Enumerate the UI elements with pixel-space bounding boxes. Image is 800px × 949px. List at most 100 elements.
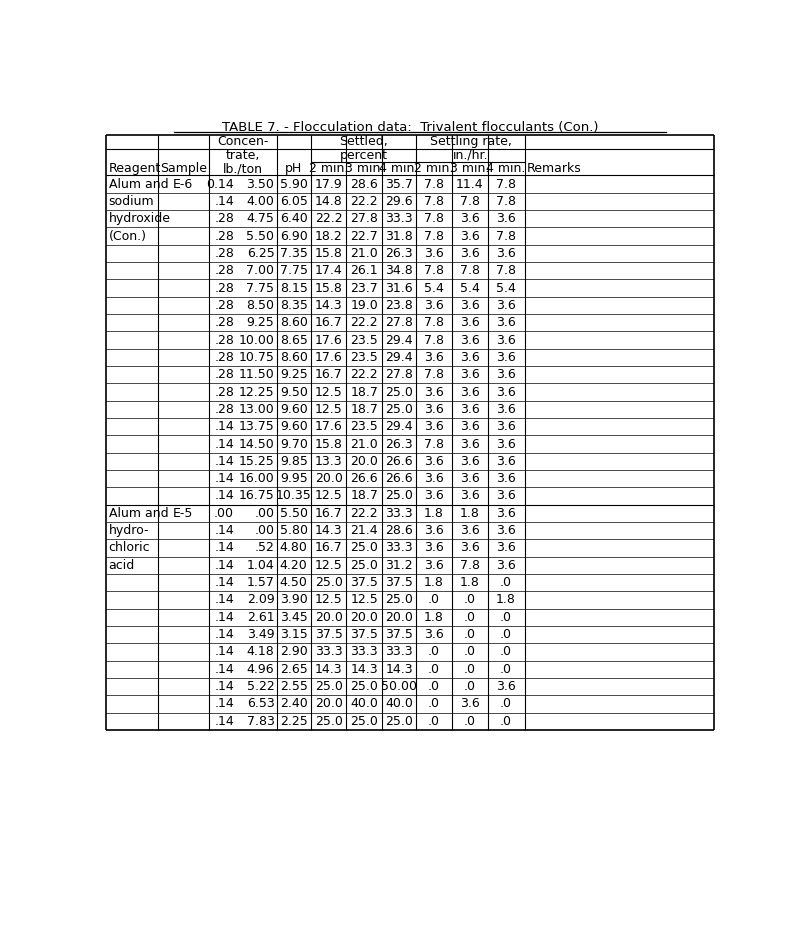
Text: 5.50: 5.50 [246,230,274,243]
Text: 50.00: 50.00 [381,680,417,693]
Text: 2 min.: 2 min. [309,162,348,175]
Text: sodium: sodium [109,195,154,208]
Text: 7.8: 7.8 [424,368,444,381]
Text: 14.3: 14.3 [315,299,342,312]
Text: .14: .14 [214,542,234,554]
Text: 26.6: 26.6 [386,455,413,468]
Text: 28.6: 28.6 [350,177,378,191]
Text: 1.8: 1.8 [424,507,444,520]
Text: 25.0: 25.0 [350,559,378,572]
Text: 3.6: 3.6 [496,455,516,468]
Text: 5.22: 5.22 [246,680,274,693]
Text: 3.6: 3.6 [496,385,516,399]
Text: 3.6: 3.6 [496,368,516,381]
Text: 7.35: 7.35 [280,247,308,260]
Text: .0: .0 [464,680,476,693]
Text: 3.50: 3.50 [246,177,274,191]
Text: 17.9: 17.9 [314,177,342,191]
Text: 18.7: 18.7 [350,385,378,399]
Text: .28: .28 [214,264,234,277]
Text: 8.60: 8.60 [280,316,308,329]
Text: 11.4: 11.4 [456,177,483,191]
Text: 3.6: 3.6 [460,316,479,329]
Text: 16.75: 16.75 [238,490,274,502]
Text: .0: .0 [464,628,476,642]
Text: 7.8: 7.8 [460,264,480,277]
Text: 1.8: 1.8 [424,576,444,589]
Text: 3.6: 3.6 [496,403,516,416]
Text: 6.53: 6.53 [246,698,274,711]
Text: 25.0: 25.0 [314,680,342,693]
Text: 25.0: 25.0 [314,576,342,589]
Text: 2.55: 2.55 [280,680,308,693]
Text: 9.50: 9.50 [280,385,308,399]
Text: chloric: chloric [109,542,150,554]
Text: acid: acid [109,559,134,572]
Text: 2.40: 2.40 [280,698,308,711]
Text: 3.6: 3.6 [460,542,479,554]
Text: 6.90: 6.90 [280,230,308,243]
Text: percent: percent [339,149,387,161]
Text: 3.49: 3.49 [246,628,274,642]
Text: 3.6: 3.6 [424,403,444,416]
Text: 3.6: 3.6 [496,437,516,451]
Text: 5.4: 5.4 [460,282,480,294]
Text: 18.7: 18.7 [350,403,378,416]
Text: 25.0: 25.0 [314,715,342,728]
Text: 7.8: 7.8 [424,213,444,225]
Text: 22.2: 22.2 [350,195,378,208]
Text: 13.00: 13.00 [238,403,274,416]
Text: 7.8: 7.8 [496,177,516,191]
Text: 4.50: 4.50 [280,576,308,589]
Text: 9.95: 9.95 [280,473,308,485]
Text: 3.6: 3.6 [496,473,516,485]
Text: 7.8: 7.8 [424,333,444,346]
Text: 9.70: 9.70 [280,437,308,451]
Text: .52: .52 [254,542,274,554]
Text: 3.6: 3.6 [424,559,444,572]
Text: .0: .0 [464,662,476,676]
Text: 15.8: 15.8 [314,247,342,260]
Text: 7.00: 7.00 [246,264,274,277]
Text: .28: .28 [214,282,234,294]
Text: 26.6: 26.6 [386,473,413,485]
Text: 29.4: 29.4 [386,420,413,433]
Text: 33.3: 33.3 [350,645,378,659]
Text: trate,: trate, [226,149,260,161]
Text: 11.50: 11.50 [238,368,274,381]
Text: 15.25: 15.25 [238,455,274,468]
Text: .14: .14 [214,195,234,208]
Text: .28: .28 [214,403,234,416]
Text: 7.8: 7.8 [424,230,444,243]
Text: 26.3: 26.3 [386,437,413,451]
Text: .0: .0 [464,593,476,606]
Text: 9.60: 9.60 [280,420,308,433]
Text: 3.6: 3.6 [460,333,479,346]
Text: 10.75: 10.75 [238,351,274,363]
Text: 3.6: 3.6 [424,385,444,399]
Text: .0: .0 [464,715,476,728]
Text: 13.3: 13.3 [315,455,342,468]
Text: 3.6: 3.6 [460,490,479,502]
Text: 14.3: 14.3 [315,662,342,676]
Text: E-5: E-5 [173,507,194,520]
Text: 35.7: 35.7 [386,177,413,191]
Text: .28: .28 [214,333,234,346]
Text: .28: .28 [214,213,234,225]
Text: 6.05: 6.05 [280,195,308,208]
Text: .28: .28 [214,299,234,312]
Text: 1.8: 1.8 [460,576,480,589]
Text: 2.25: 2.25 [280,715,308,728]
Text: 19.0: 19.0 [350,299,378,312]
Text: 3.6: 3.6 [460,473,479,485]
Text: 23.5: 23.5 [350,351,378,363]
Text: 10.00: 10.00 [238,333,274,346]
Text: 7.8: 7.8 [424,264,444,277]
Text: 9.25: 9.25 [246,316,274,329]
Text: 9.85: 9.85 [280,455,308,468]
Text: 14.3: 14.3 [315,524,342,537]
Text: hydroxide: hydroxide [109,213,170,225]
Text: .14: .14 [214,628,234,642]
Text: 12.5: 12.5 [314,385,342,399]
Text: 3.6: 3.6 [496,524,516,537]
